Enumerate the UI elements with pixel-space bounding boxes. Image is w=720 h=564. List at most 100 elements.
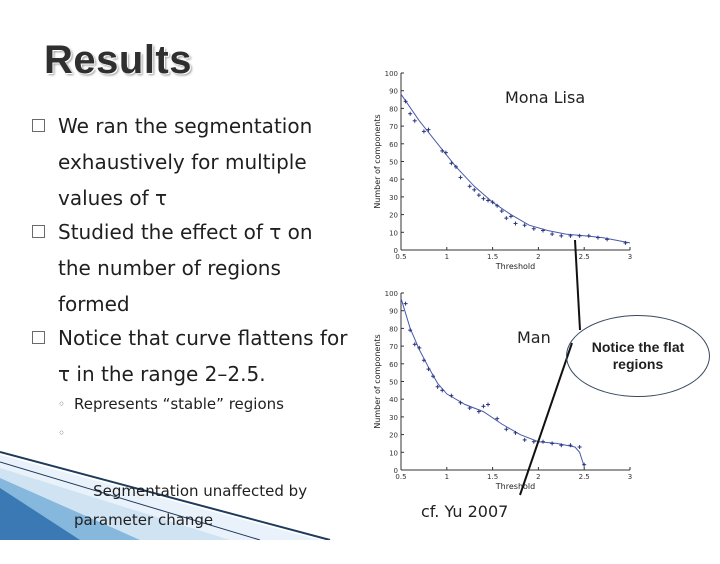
x-tick-label: 2 <box>536 253 540 261</box>
x-tick-label: 3 <box>628 473 632 481</box>
y-axis-label: Number of components <box>373 334 382 428</box>
mona-lisa-chart: 0 10 20 30 40 50 60 70 80 90 100 0.5 1 1.5 2 2.5 3 Thresh… <box>373 70 632 271</box>
citation: cf. Yu 2007 <box>421 502 509 521</box>
x-axis-label: Threshold <box>495 482 535 491</box>
data-point <box>481 404 486 409</box>
bullet-item: Studied the effect of τ on the number of… <box>32 214 352 322</box>
data-point <box>408 111 413 116</box>
data-point <box>458 175 463 180</box>
data-point <box>490 200 495 205</box>
data-point <box>472 187 477 192</box>
chart-label-man: Man <box>517 328 551 347</box>
data-point <box>540 439 545 444</box>
data-point <box>403 301 408 306</box>
data-point <box>467 184 472 189</box>
data-point <box>426 367 431 372</box>
fit-curve <box>400 298 585 467</box>
fit-curve <box>400 93 631 244</box>
data-point <box>522 437 527 442</box>
bullet-square-icon <box>32 225 45 238</box>
y-tick-label: 30 <box>389 414 398 422</box>
y-tick-label: 50 <box>389 379 398 387</box>
data-point <box>403 99 408 104</box>
bullet-item: Notice that curve flattens for τ in the … <box>32 320 352 392</box>
sub-bullet-circle-icon: ◦ <box>58 426 66 440</box>
x-axis-label: Threshold <box>495 262 535 271</box>
y-tick-label: 0 <box>394 467 398 475</box>
sub-bullet-circle-icon: ◦ <box>58 397 66 411</box>
data-point <box>421 129 426 134</box>
y-tick-label: 60 <box>389 361 398 369</box>
data-point <box>495 203 500 208</box>
y-tick-label: 90 <box>389 88 398 96</box>
sub-bullet-item: ◦ Segmentation unaffected by parameter c… <box>32 419 352 564</box>
data-point <box>522 223 527 228</box>
data-point <box>449 393 454 398</box>
data-point <box>586 233 591 238</box>
x-tick-label: 1 <box>445 253 449 261</box>
data-point <box>499 209 504 214</box>
data-point <box>486 402 491 407</box>
y-tick-label: 100 <box>385 70 398 78</box>
data-point <box>504 427 509 432</box>
x-tick-label: 2 <box>536 473 540 481</box>
x-tick-label: 1.5 <box>487 253 498 261</box>
data-point <box>623 240 628 245</box>
data-point <box>595 235 600 240</box>
data-point <box>540 228 545 233</box>
y-tick-label: 20 <box>389 212 398 220</box>
data-point <box>440 388 445 393</box>
y-tick-label: 100 <box>385 290 398 298</box>
y-tick-label: 20 <box>389 432 398 440</box>
data-point <box>476 409 481 414</box>
bullet-item: We ran the segmentation exhaustively for… <box>32 108 352 216</box>
sub-bullet-text: Segmentation unaffected by parameter cha… <box>74 482 308 529</box>
data-point <box>531 226 536 231</box>
y-axis-label: Number of components <box>373 114 382 208</box>
bullet-list: We ran the segmentation exhaustively for… <box>32 108 352 564</box>
data-point <box>412 118 417 123</box>
data-point <box>508 214 513 219</box>
sub-bullet-text: Represents “stable” regions <box>74 395 284 413</box>
y-tick-label: 10 <box>389 229 398 237</box>
slide-decoration <box>0 451 331 540</box>
data-point <box>476 193 481 198</box>
data-point <box>426 127 431 132</box>
data-point <box>453 164 458 169</box>
data-point <box>550 441 555 446</box>
y-tick-label: 10 <box>389 449 398 457</box>
data-point <box>577 444 582 449</box>
data-point <box>504 216 509 221</box>
data-point <box>582 462 587 467</box>
chart-label-mona-lisa: Mona Lisa <box>505 88 586 107</box>
x-tick-label: 0.5 <box>395 253 406 261</box>
data-point <box>605 237 610 242</box>
y-tick-label: 60 <box>389 141 398 149</box>
x-tick-label: 3 <box>628 253 632 261</box>
y-tick-label: 70 <box>389 343 398 351</box>
data-point <box>431 374 436 379</box>
data-point <box>417 345 422 350</box>
data-point <box>449 161 454 166</box>
callout-oval: Notice the flat regions <box>566 315 710 397</box>
data-point <box>513 430 518 435</box>
data-point <box>440 148 445 153</box>
x-tick-label: 0.5 <box>395 473 406 481</box>
data-point <box>408 328 413 333</box>
data-point <box>513 221 518 226</box>
bullet-text: Studied the effect of τ on the number of… <box>58 220 313 316</box>
y-tick-label: 70 <box>389 123 398 131</box>
bullet-text: We ran the segmentation exhaustively for… <box>58 114 313 210</box>
data-point <box>481 196 486 201</box>
y-tick-label: 0 <box>394 247 398 255</box>
y-tick-label: 30 <box>389 194 398 202</box>
data-point <box>577 233 582 238</box>
callout-text: Notice the flat regions <box>591 339 685 372</box>
data-point <box>412 342 417 347</box>
x-tick-label: 2.5 <box>579 253 590 261</box>
y-tick-label: 80 <box>389 105 398 113</box>
bullet-text: Notice that curve flattens for τ in the … <box>58 326 348 386</box>
data-point <box>458 400 463 405</box>
data-point <box>559 233 564 238</box>
y-tick-label: 80 <box>389 325 398 333</box>
